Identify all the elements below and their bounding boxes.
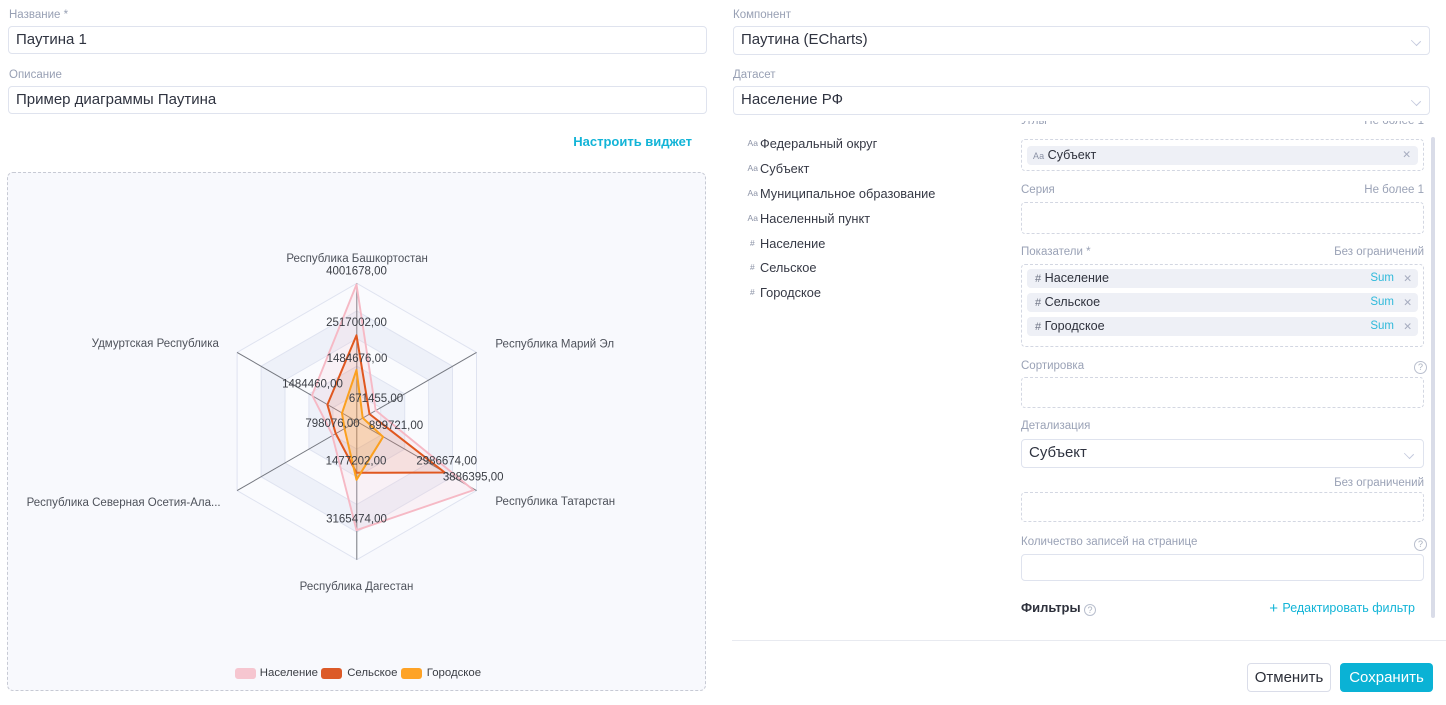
svg-text:899721,00: 899721,00 <box>369 420 423 432</box>
svg-text:3886395,00: 3886395,00 <box>443 472 504 484</box>
svg-text:2986674,00: 2986674,00 <box>416 456 477 468</box>
svg-text:4001678,00: 4001678,00 <box>326 265 387 277</box>
svg-text:Удмуртская Республика: Удмуртская Республика <box>92 338 220 350</box>
svg-text:671455,00: 671455,00 <box>349 393 403 405</box>
svg-text:1484460,00: 1484460,00 <box>282 379 343 391</box>
svg-text:1484676,00: 1484676,00 <box>327 353 388 365</box>
svg-text:1477202,00: 1477202,00 <box>326 456 387 468</box>
svg-text:798076,00: 798076,00 <box>305 418 359 430</box>
svg-text:Республика Башкортостан: Республика Башкортостан <box>286 253 428 265</box>
svg-text:Республика Марий Эл: Республика Марий Эл <box>495 338 614 350</box>
svg-text:Республика Дагестан: Республика Дагестан <box>300 581 414 593</box>
svg-text:2517002,00: 2517002,00 <box>326 317 387 329</box>
svg-text:Республика Татарстан: Республика Татарстан <box>495 496 615 508</box>
svg-text:3165474,00: 3165474,00 <box>326 514 387 526</box>
svg-text:Республика Северная Осетия-Ала: Республика Северная Осетия-Ала... <box>27 497 221 509</box>
